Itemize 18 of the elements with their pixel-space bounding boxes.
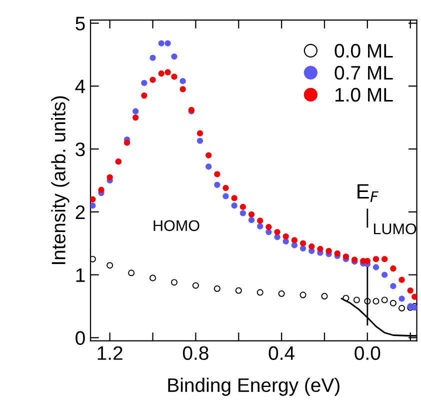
y-tick-label: 2 [76,205,85,219]
y-tick-label: 4 [75,80,86,94]
y-tick-label: 0 [76,331,85,345]
annotation: LUMO [374,223,416,234]
legend-label: 0.7 ML [334,66,393,80]
y-tick-label: 5 [76,16,85,30]
x-tick-label: 1.2 [98,346,122,360]
ref-line-label: E$_{F}$ [358,184,379,202]
legend-label: 1.0 ML [336,88,393,102]
x-tick-label: 0.0 [354,346,380,360]
y-tick-label: 1 [76,268,85,282]
y-tick-label: 3 [76,142,85,156]
x-axis-title: Binding Energy (eV) [168,378,340,396]
x-tick-label: 0.8 [182,346,208,360]
legend-label: 0.0 ML [334,44,393,58]
y-axis-title: Intensity (arb. units) [51,96,70,264]
x-tick-label: 0.4 [268,346,295,360]
annotation: HOMO [154,220,200,232]
